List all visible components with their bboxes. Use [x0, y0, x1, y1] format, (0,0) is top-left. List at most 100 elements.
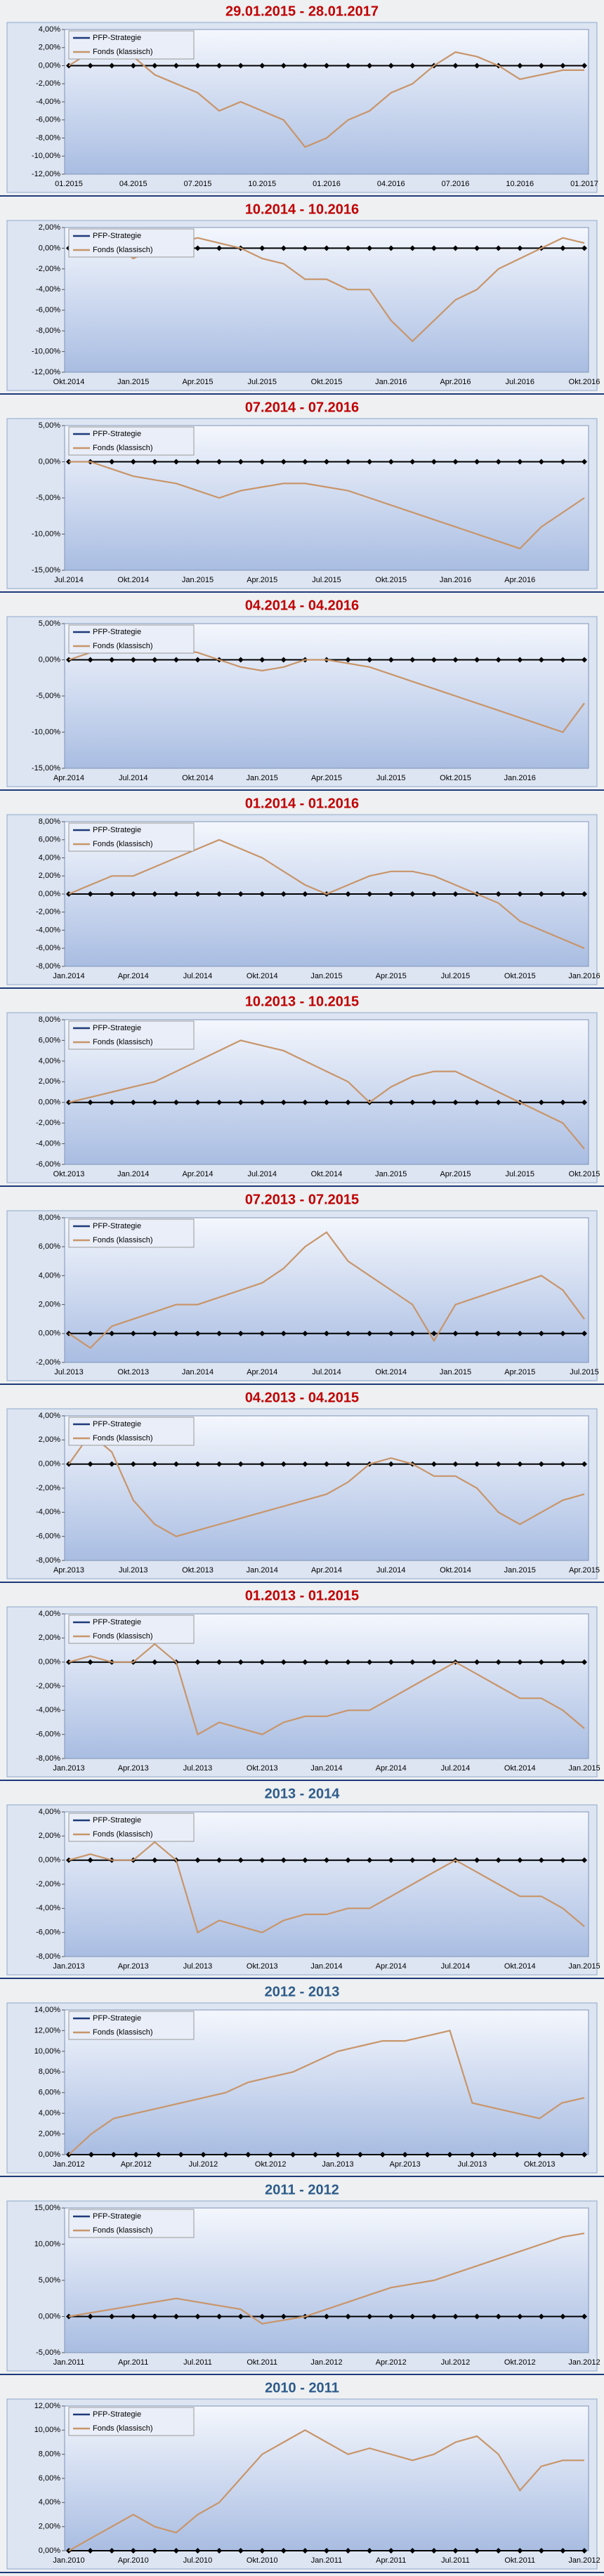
x-tick-label: Apr.2015 — [504, 1368, 535, 1376]
x-tick-label: Jul.2012 — [189, 2160, 218, 2169]
legend: PFP-Strategie Fonds (klassisch) — [68, 1417, 195, 1446]
x-tick-label: Jul.2015 — [570, 1368, 599, 1376]
y-tick-label: -2,00% — [36, 908, 60, 916]
legend-label: PFP-Strategie — [93, 826, 141, 834]
x-tick-label: Jan.2012 — [568, 2556, 600, 2565]
y-tick-label: -6,00% — [36, 1730, 60, 1739]
y-tick-label: 15,00% — [34, 2204, 61, 2212]
y-tick-label: 6,00% — [39, 1242, 60, 1251]
x-tick-label: Jul.2013 — [183, 1764, 213, 1773]
chart-title: 29.01.2015 - 28.01.2017 — [225, 4, 379, 19]
series-line — [68, 2429, 584, 2551]
x-tick-label: Okt.2013 — [117, 1368, 149, 1376]
y-tick-label: 0,00% — [39, 1329, 60, 1338]
x-tick-label: Jul.2010 — [183, 2556, 213, 2565]
y-tick-label: 6,00% — [39, 2474, 60, 2483]
legend-label: PFP-Strategie — [93, 1222, 141, 1230]
x-tick-label: Jul.2014 — [441, 1962, 471, 1971]
x-tick-label: Jul.2011 — [183, 2358, 212, 2367]
y-tick-label: 10,00% — [34, 2240, 61, 2248]
chart-panel: 01.2014 - 01.2016 8,00% 6,00% 4,00% 2,00% 0,0… — [0, 796, 604, 989]
x-tick-label: Apr.2011 — [118, 2358, 148, 2367]
x-tick-label: Jul.2014 — [183, 972, 213, 980]
x-tick-label: Apr.2016 — [440, 378, 471, 386]
legend-label: Fonds (klassisch) — [93, 2028, 153, 2037]
y-tick-label: 4,00% — [39, 1412, 60, 1420]
y-tick-label: 0,00% — [39, 244, 60, 252]
y-tick-label: 2,00% — [39, 1832, 60, 1840]
chart-title: 04.2014 - 04.2016 — [245, 598, 359, 613]
x-tick-label: Jul.2014 — [376, 1566, 406, 1575]
y-tick-label: -4,00% — [36, 926, 60, 934]
x-tick-label: Jul.2014 — [441, 1764, 471, 1773]
y-tick-label: 8,00% — [39, 1016, 60, 1024]
x-tick-label: Apr.2014 — [247, 1368, 277, 1376]
legend: PFP-Strategie Fonds (klassisch) — [68, 1615, 195, 1644]
legend-label: PFP-Strategie — [93, 2014, 141, 2023]
x-tick-label: Jul.2014 — [119, 774, 148, 782]
x-tick-label: Jan.2015 — [310, 972, 342, 980]
x-tick-label: Jan.2012 — [568, 2358, 600, 2367]
x-tick-label: Jul.2014 — [247, 1170, 277, 1178]
x-tick-label: Jul.2015 — [312, 576, 341, 584]
y-tick-label: -8,00% — [36, 962, 60, 971]
chart-panel: 10.2013 - 10.2015 8,00% 6,00% 4,00% 2,00% 0,0… — [0, 994, 604, 1187]
chart-panel: 04.2013 - 04.2015 4,00% 2,00% 0,00% -2,00% -4… — [0, 1390, 604, 1583]
x-tick-label: Apr.2014 — [376, 1764, 407, 1773]
x-tick-label: 10.2016 — [506, 180, 534, 188]
legend-label: PFP-Strategie — [93, 1420, 141, 1428]
legend: PFP-Strategie Fonds (klassisch) — [68, 2407, 195, 2436]
y-tick-label: 2,00% — [39, 2129, 60, 2138]
y-tick-label: 6,00% — [39, 836, 60, 844]
y-tick-label: -2,00% — [36, 1119, 60, 1127]
x-tick-label: Jan.2013 — [322, 2160, 353, 2169]
x-tick-label: Jul.2014 — [54, 576, 84, 584]
chart-panel: 2012 - 2013 14,00% 12,00% 10,00% 8,00% 6,00% 4… — [0, 1984, 604, 2177]
x-tick-label: Okt.2012 — [504, 2358, 536, 2367]
x-tick-label: Apr.2015 — [247, 576, 277, 584]
x-tick-label: Okt.2015 — [375, 576, 407, 584]
y-tick-label: -4,00% — [36, 98, 60, 106]
legend-box — [68, 1218, 195, 1248]
x-tick-label: Okt.2014 — [440, 1566, 471, 1575]
y-tick-label: -2,00% — [36, 265, 60, 273]
legend-label: PFP-Strategie — [93, 1816, 141, 1825]
y-tick-label: 4,00% — [39, 1271, 60, 1280]
y-tick-label: 10,00% — [34, 2047, 61, 2056]
y-tick-label: 4,00% — [39, 1610, 60, 1618]
y-tick-label: 4,00% — [39, 1057, 60, 1065]
legend-label: PFP-Strategie — [93, 1618, 141, 1627]
y-tick-label: 8,00% — [39, 817, 60, 826]
y-tick-label: -8,00% — [36, 1556, 60, 1565]
x-tick-label: 01.2015 — [55, 180, 83, 188]
legend: PFP-Strategie Fonds (klassisch) — [68, 2011, 195, 2040]
y-tick-label: -4,00% — [36, 1706, 60, 1714]
y-tick-label: -8,00% — [36, 133, 60, 142]
x-tick-label: 04.2016 — [377, 180, 405, 188]
x-tick-label: Okt.2014 — [247, 972, 278, 980]
y-tick-label: -15,00% — [32, 764, 60, 773]
legend-label: Fonds (klassisch) — [93, 48, 153, 56]
legend-box — [68, 1417, 195, 1446]
x-tick-label: Jan.2016 — [375, 378, 407, 386]
legend-label: Fonds (klassisch) — [93, 246, 153, 254]
y-tick-label: 5,00% — [39, 2276, 60, 2285]
x-tick-label: Jan.2013 — [53, 1962, 84, 1971]
x-tick-label: Apr.2015 — [569, 1566, 600, 1575]
chart-panel: 01.2013 - 01.2015 4,00% 2,00% 0,00% -2,00% -4… — [0, 1588, 604, 1781]
chart-panel: 2011 - 201215,00%10,00%5,00%0,00%-5,00%J… — [0, 2182, 604, 2375]
y-tick-label: 4,00% — [39, 1808, 60, 1816]
legend-box — [68, 2407, 195, 2436]
legend-label: Fonds (klassisch) — [93, 1236, 153, 1244]
y-tick-label: -5,00% — [36, 494, 60, 502]
legend-label: Fonds (klassisch) — [93, 1038, 153, 1046]
y-tick-label: 8,00% — [39, 2450, 60, 2459]
legend-box — [68, 228, 195, 258]
legend-label: PFP-Strategie — [93, 34, 141, 42]
x-tick-label: Jan.2016 — [440, 576, 471, 584]
x-tick-label: Jan.2013 — [53, 1764, 84, 1773]
y-tick-label: -8,00% — [36, 1754, 60, 1763]
legend-label: Fonds (klassisch) — [93, 840, 153, 848]
x-tick-label: Okt.2016 — [569, 378, 600, 386]
chart-title: 07.2013 - 07.2015 — [245, 1192, 359, 1207]
